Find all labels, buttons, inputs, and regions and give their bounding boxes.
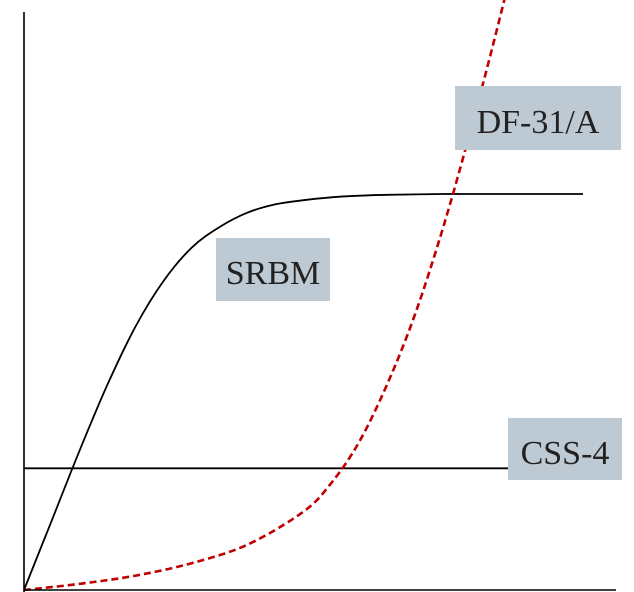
series-layer [23,0,583,592]
series-label-srbm: SRBM [216,238,330,301]
series-line-srbm [23,193,583,591]
series-line-df-31-a [23,0,506,592]
series-label-df31a: DF-31/A [455,86,621,150]
series-label-srbm-text: SRBM [226,255,321,292]
series-labels: SRBM CSS-4 DF-31/A [216,86,622,480]
series-label-css4-text: CSS-4 [521,435,610,472]
axes [23,12,616,592]
series-label-css4: CSS-4 [508,418,622,480]
series-label-df31a-text: DF-31/A [477,104,600,141]
